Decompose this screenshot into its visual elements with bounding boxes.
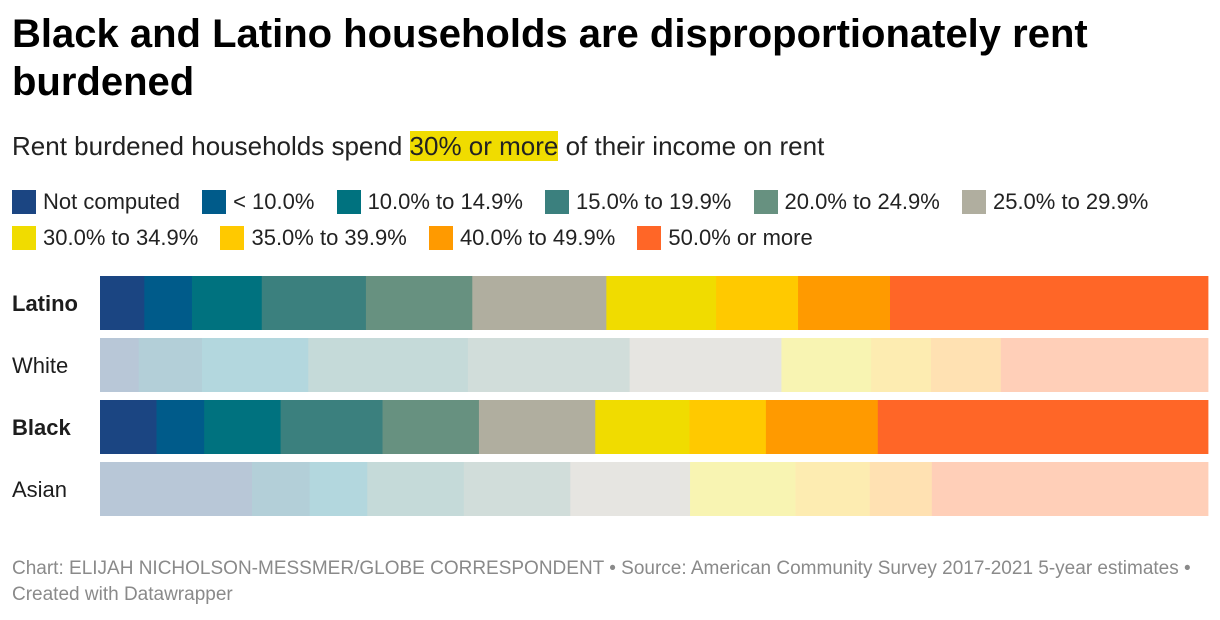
row-label-white: White — [12, 353, 68, 378]
chart-footer: Chart: ELIJAH NICHOLSON-MESSMER/GLOBE CO… — [12, 558, 1191, 605]
bar-segment-asian-1 — [251, 462, 311, 516]
bar-segment-latino-2 — [191, 276, 263, 330]
bar-segment-latino-9 — [890, 276, 1209, 330]
legend-label: 10.0% to 14.9% — [367, 189, 523, 214]
bar-segment-black-7 — [689, 400, 767, 454]
legend-label: Not computed — [43, 189, 180, 214]
bar-segment-white-5 — [629, 338, 782, 392]
legend-label: 40.0% to 49.9% — [459, 225, 616, 250]
bar-segment-asian-8 — [869, 462, 933, 516]
legend-swatch — [637, 226, 662, 250]
bar-segment-latino-6 — [606, 276, 717, 330]
legend-swatch — [12, 190, 36, 214]
legend-swatch — [961, 190, 986, 214]
bar-segment-black-0 — [100, 400, 157, 454]
legend-item: 35.0% to 39.9% — [220, 220, 407, 256]
legend-item: 25.0% to 29.9% — [961, 184, 1149, 220]
bar-segment-black-8 — [765, 400, 879, 454]
bar-segment-latino-0 — [100, 276, 145, 330]
legend-label: 15.0% to 19.9% — [576, 189, 732, 214]
legend-swatch — [12, 226, 36, 250]
bar-segment-latino-3 — [261, 276, 367, 330]
legend-label: 20.0% to 24.9% — [784, 189, 940, 214]
bar-segment-white-6 — [781, 338, 872, 392]
bar-segment-black-6 — [595, 400, 690, 454]
legend-label: 30.0% to 34.9% — [43, 225, 199, 250]
legend-label: 25.0% to 29.9% — [992, 189, 1149, 214]
bar-segment-white-3 — [308, 338, 469, 392]
legend-swatch — [220, 226, 245, 250]
bar-segment-latino-5 — [472, 276, 607, 330]
bar-segment-black-3 — [280, 400, 383, 454]
bar-segment-black-1 — [156, 400, 205, 454]
bar-segment-white-2 — [201, 338, 309, 392]
subtitle-end: of their income on rent — [558, 131, 825, 161]
legend-item: 50.0% or more — [637, 220, 813, 256]
bar-segment-asian-2 — [309, 462, 368, 516]
bar-segment-white-7 — [871, 338, 932, 392]
bar-segment-asian-5 — [570, 462, 691, 516]
bar-segment-asian-4 — [463, 462, 571, 516]
legend-swatch — [336, 190, 361, 214]
legend-label: 35.0% to 39.9% — [251, 225, 407, 250]
subtitle-highlight: 30% or more — [409, 131, 559, 161]
legend-item: Not computed — [12, 184, 180, 220]
legend-item: 30.0% to 34.9% — [12, 220, 198, 256]
bar-segment-asian-9 — [931, 462, 1209, 516]
bar-segment-latino-1 — [144, 276, 193, 330]
row-label-latino: Latino — [12, 291, 78, 316]
bar-segment-white-4 — [467, 338, 631, 392]
chart-subtitle: Rent burdened households spend 30% or mo… — [12, 128, 824, 164]
chart-title: Black and Latino households are dispropo… — [12, 12, 1088, 104]
row-label-asian: Asian — [12, 477, 67, 502]
legend-swatch — [545, 190, 570, 214]
bar-segment-black-2 — [204, 400, 281, 454]
bar-segment-white-0 — [100, 338, 140, 392]
legend-swatch — [428, 226, 453, 250]
legend: Not computed < 10.0% 10.0% to 14.9% 15.0… — [12, 184, 1207, 256]
bar-segment-asian-3 — [367, 462, 465, 516]
bar-segment-black-4 — [382, 400, 480, 454]
bar-segment-asian-7 — [795, 462, 871, 516]
bar-segment-black-5 — [478, 400, 596, 454]
legend-swatch — [753, 190, 778, 214]
bar-segment-white-9 — [1000, 338, 1209, 392]
bar-segment-black-9 — [877, 400, 1209, 454]
legend-item: 20.0% to 24.9% — [753, 184, 940, 220]
bar-segment-asian-0 — [100, 462, 253, 516]
legend-item: 15.0% to 19.9% — [545, 184, 731, 220]
legend-label: 50.0% or more — [668, 225, 813, 250]
bar-segment-latino-8 — [798, 276, 891, 330]
legend-item: 10.0% to 14.9% — [336, 184, 523, 220]
legend-label: < 10.0% — [233, 189, 315, 214]
bar-segment-white-1 — [138, 338, 203, 392]
legend-item: 40.0% to 49.9% — [428, 220, 616, 256]
bar-segment-asian-6 — [690, 462, 796, 516]
legend-item: < 10.0% — [202, 184, 314, 220]
subtitle-start: Rent burdened households spend — [12, 131, 410, 161]
row-label-black: Black — [12, 415, 71, 440]
bar-segment-latino-7 — [716, 276, 799, 330]
bar-segment-white-8 — [931, 338, 1002, 392]
bar-segment-latino-4 — [365, 276, 473, 330]
stacked-bar-chart: Latino White Black Asian — [12, 276, 1209, 516]
legend-swatch — [202, 190, 227, 214]
